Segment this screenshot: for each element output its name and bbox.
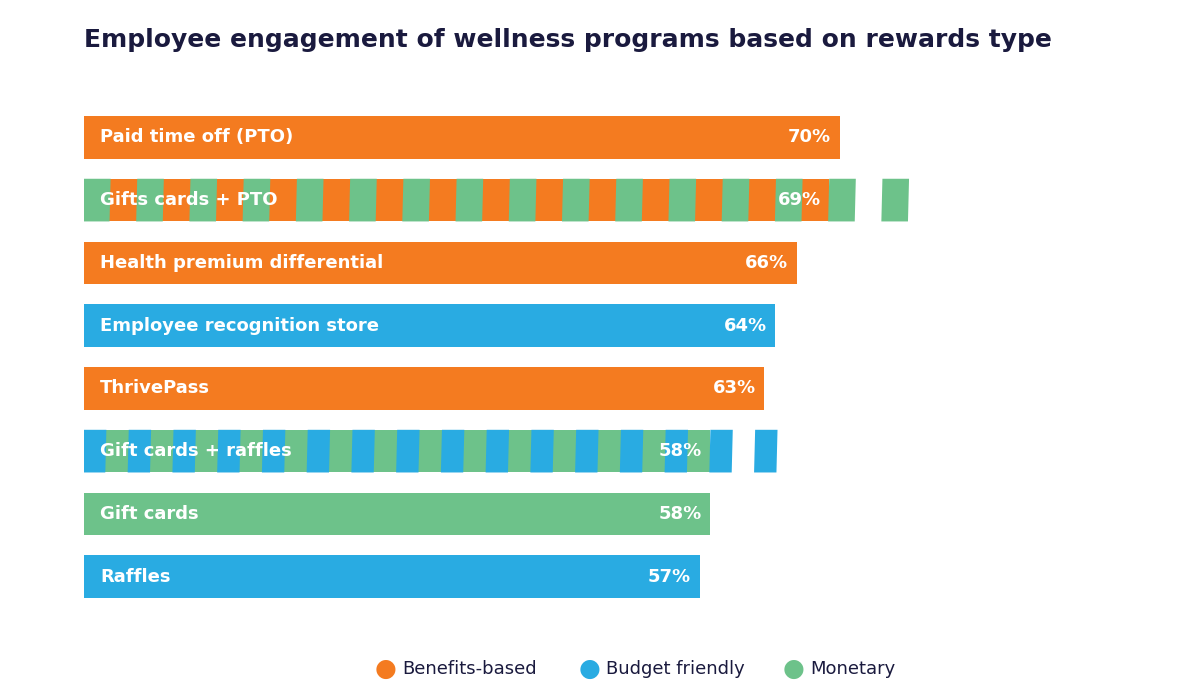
Polygon shape xyxy=(30,178,58,221)
Bar xyxy=(84,430,710,473)
Text: ThrivePass: ThrivePass xyxy=(101,379,210,398)
Text: Benefits-based: Benefits-based xyxy=(402,659,536,678)
Text: 70%: 70% xyxy=(788,128,832,146)
Polygon shape xyxy=(402,178,430,221)
Polygon shape xyxy=(709,430,733,473)
Polygon shape xyxy=(83,430,107,473)
Text: Gift cards + raffles: Gift cards + raffles xyxy=(101,442,292,460)
Polygon shape xyxy=(754,430,778,473)
Polygon shape xyxy=(352,430,374,473)
Text: Budget friendly: Budget friendly xyxy=(606,659,745,678)
Text: Health premium differential: Health premium differential xyxy=(101,254,384,272)
Text: Monetary: Monetary xyxy=(810,659,895,678)
Text: 58%: 58% xyxy=(659,505,702,523)
Text: ●: ● xyxy=(578,657,600,680)
Polygon shape xyxy=(83,178,110,221)
Bar xyxy=(84,304,775,347)
Text: 69%: 69% xyxy=(778,191,821,209)
Polygon shape xyxy=(562,178,589,221)
Polygon shape xyxy=(721,178,749,221)
Polygon shape xyxy=(136,178,164,221)
Bar xyxy=(84,493,710,536)
Text: Gifts cards + PTO: Gifts cards + PTO xyxy=(101,191,277,209)
Text: 57%: 57% xyxy=(648,568,691,586)
Polygon shape xyxy=(307,430,330,473)
Polygon shape xyxy=(530,430,553,473)
Text: ●: ● xyxy=(374,657,396,680)
Polygon shape xyxy=(440,430,464,473)
Text: 64%: 64% xyxy=(724,316,767,335)
Text: 58%: 58% xyxy=(659,442,702,460)
Polygon shape xyxy=(296,178,324,221)
Text: ●: ● xyxy=(782,657,804,680)
Polygon shape xyxy=(575,430,599,473)
Polygon shape xyxy=(396,430,420,473)
Bar xyxy=(84,555,700,598)
Text: Paid time off (PTO): Paid time off (PTO) xyxy=(101,128,294,146)
Polygon shape xyxy=(486,430,509,473)
Polygon shape xyxy=(775,178,803,221)
Bar xyxy=(84,430,710,473)
Polygon shape xyxy=(242,178,270,221)
Bar xyxy=(84,116,840,159)
Polygon shape xyxy=(217,430,241,473)
Bar xyxy=(84,241,797,284)
Polygon shape xyxy=(881,178,910,221)
Text: Employee engagement of wellness programs based on rewards type: Employee engagement of wellness programs… xyxy=(84,28,1052,52)
Polygon shape xyxy=(509,178,536,221)
Text: 66%: 66% xyxy=(745,254,788,272)
Polygon shape xyxy=(620,430,643,473)
Polygon shape xyxy=(349,178,377,221)
Polygon shape xyxy=(828,178,856,221)
Bar xyxy=(84,178,829,221)
Polygon shape xyxy=(616,178,643,221)
Polygon shape xyxy=(190,178,217,221)
Text: 63%: 63% xyxy=(713,379,756,398)
Polygon shape xyxy=(262,430,286,473)
Polygon shape xyxy=(665,430,688,473)
Polygon shape xyxy=(668,178,696,221)
Polygon shape xyxy=(173,430,196,473)
Polygon shape xyxy=(127,430,151,473)
Text: Raffles: Raffles xyxy=(101,568,170,586)
Text: Gift cards: Gift cards xyxy=(101,505,199,523)
Bar xyxy=(84,367,764,410)
Bar xyxy=(84,178,829,221)
Polygon shape xyxy=(456,178,484,221)
Polygon shape xyxy=(38,430,61,473)
Text: Employee recognition store: Employee recognition store xyxy=(101,316,379,335)
